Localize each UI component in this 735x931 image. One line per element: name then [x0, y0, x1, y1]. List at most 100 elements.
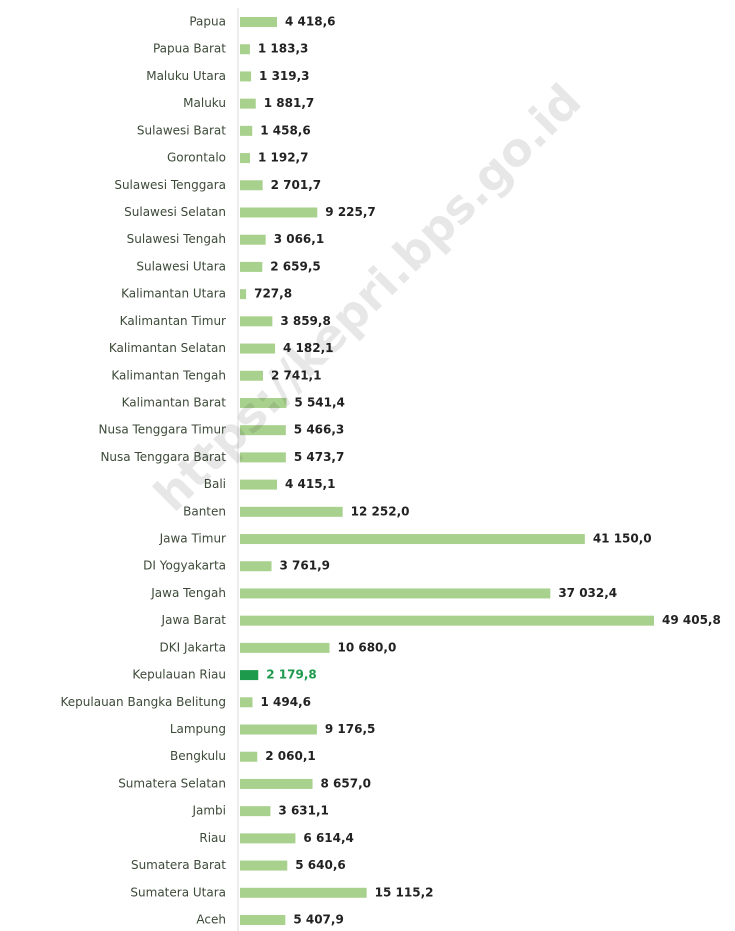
bar — [240, 534, 585, 545]
category-label: Sumatera Utara — [130, 885, 226, 899]
bar — [240, 697, 253, 708]
bar — [240, 234, 266, 245]
category-label: Kepulauan Riau — [132, 668, 226, 682]
category-label: Sulawesi Selatan — [124, 205, 226, 219]
value-label: 4 182,1 — [283, 341, 333, 355]
bar — [240, 153, 250, 164]
category-label: Jawa Barat — [161, 613, 227, 627]
category-label: Jawa Timur — [159, 532, 226, 546]
bar — [240, 615, 654, 626]
value-label: 37 032,4 — [558, 586, 617, 600]
category-label: Bengkulu — [170, 749, 226, 763]
category-label: Bali — [204, 477, 226, 491]
category-label: Nusa Tenggara Timur — [99, 423, 227, 437]
category-label: Kalimantan Utara — [121, 287, 226, 301]
bar — [240, 261, 263, 272]
value-label: 12 252,0 — [351, 504, 410, 518]
category-label: Nusa Tenggara Barat — [100, 450, 226, 464]
value-label: 1 319,3 — [259, 69, 309, 83]
value-label: 2 741,1 — [271, 368, 321, 382]
category-label: Sulawesi Utara — [136, 259, 226, 273]
bar — [240, 860, 288, 871]
bar — [240, 588, 551, 599]
category-label: Jawa Tengah — [150, 586, 226, 600]
category-label: Papua — [189, 15, 226, 29]
bar — [240, 833, 296, 844]
category-label: Papua Barat — [153, 42, 226, 56]
value-label: 5 640,6 — [295, 858, 345, 872]
bar — [240, 289, 247, 300]
value-label: 3 761,9 — [280, 559, 330, 573]
bar — [240, 207, 318, 218]
bar — [240, 887, 367, 898]
category-label: Kalimantan Barat — [122, 395, 227, 409]
category-label: Sumatera Barat — [131, 858, 226, 872]
bar — [240, 778, 313, 789]
bar — [240, 316, 273, 327]
value-label: 3 859,8 — [280, 314, 330, 328]
value-label: 727,8 — [254, 287, 292, 301]
category-label: Kalimantan Tengah — [111, 368, 226, 382]
bar — [240, 724, 317, 735]
bar — [240, 370, 263, 381]
category-label: Sumatera Selatan — [118, 776, 226, 790]
value-label: 4 418,6 — [285, 15, 335, 29]
value-label: 1 494,6 — [261, 695, 311, 709]
bar — [240, 670, 259, 681]
value-label: 2 701,7 — [271, 178, 321, 192]
category-label: Kepulauan Bangka Belitung — [61, 695, 226, 709]
category-label: Riau — [199, 831, 226, 845]
category-label: Aceh — [196, 913, 226, 927]
value-label: 9 176,5 — [325, 722, 375, 736]
value-label: 2 060,1 — [265, 749, 315, 763]
value-label: 1 458,6 — [260, 123, 310, 137]
value-label: 49 405,8 — [662, 613, 721, 627]
bar — [240, 71, 252, 82]
value-label: 15 115,2 — [375, 885, 434, 899]
value-label: 5 466,3 — [294, 423, 344, 437]
category-label: Jambi — [191, 804, 226, 818]
value-label: 1 183,3 — [258, 42, 308, 56]
category-label: Maluku Utara — [146, 69, 226, 83]
category-label: Sulawesi Tengah — [127, 232, 226, 246]
bar — [240, 561, 272, 572]
bar — [240, 125, 253, 136]
bar — [240, 425, 286, 436]
value-label: 6 614,4 — [303, 831, 353, 845]
value-label: 3 066,1 — [274, 232, 324, 246]
bar — [240, 98, 256, 109]
value-label: 5 407,9 — [293, 913, 343, 927]
bar — [240, 44, 250, 55]
bar — [240, 751, 258, 762]
bar — [240, 180, 263, 191]
bar — [240, 17, 278, 27]
value-label: 4 415,1 — [285, 477, 335, 491]
value-label: 1 881,7 — [264, 96, 314, 110]
value-label: 3 631,1 — [278, 804, 328, 818]
category-label: Banten — [183, 504, 226, 518]
value-label: 41 150,0 — [593, 532, 652, 546]
value-label: 2 179,8 — [266, 668, 316, 682]
bar — [240, 642, 330, 653]
bar — [240, 343, 276, 354]
value-label: 8 657,0 — [321, 776, 371, 790]
category-label: Sulawesi Tenggara — [114, 178, 226, 192]
category-label: Kalimantan Timur — [120, 314, 226, 328]
category-label: Sulawesi Barat — [137, 123, 226, 137]
category-label: Lampung — [170, 722, 226, 736]
bar — [240, 479, 277, 490]
bar — [240, 452, 286, 463]
category-label: Maluku — [183, 96, 226, 110]
value-label: 9 225,7 — [325, 205, 375, 219]
value-label: 2 659,5 — [270, 259, 320, 273]
value-label: 10 680,0 — [337, 640, 396, 654]
category-label: Kalimantan Selatan — [109, 341, 226, 355]
category-label: DKI Jakarta — [160, 640, 226, 654]
category-label: DI Yogyakarta — [143, 559, 226, 573]
bar — [240, 397, 287, 408]
value-label: 1 192,7 — [258, 151, 308, 165]
value-label: 5 541,4 — [294, 395, 344, 409]
bar — [240, 506, 343, 517]
category-label: Gorontalo — [167, 151, 226, 165]
